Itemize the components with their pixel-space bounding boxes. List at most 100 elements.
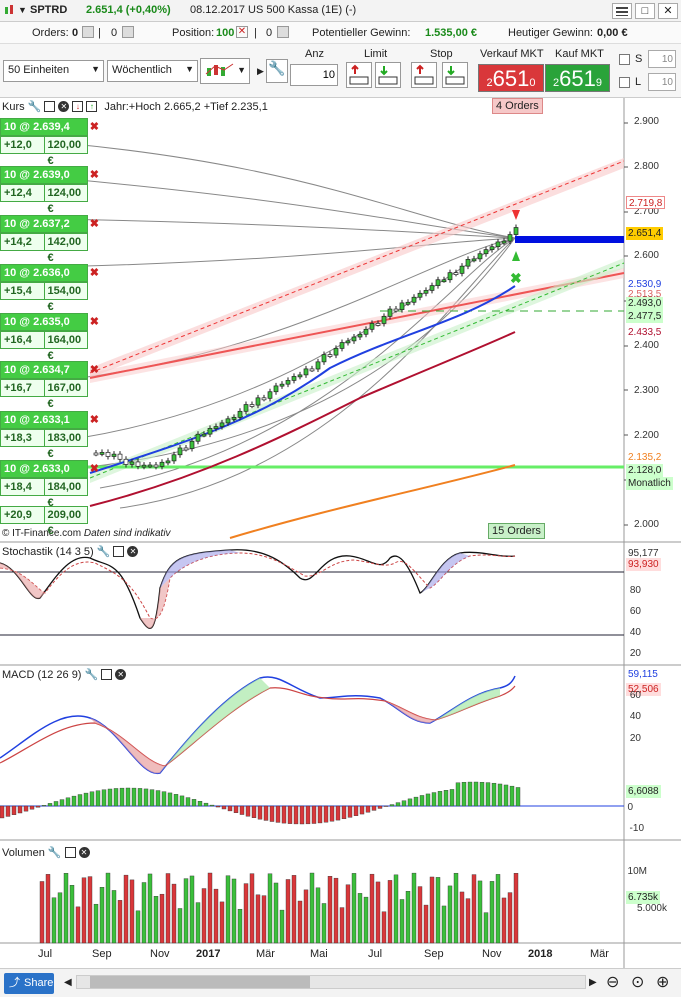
ma-red[interactable]: [89, 331, 516, 507]
candle[interactable]: [447, 269, 453, 283]
s-checkbox[interactable]: [619, 54, 630, 65]
current-price-bar[interactable]: [515, 236, 624, 243]
close-icon[interactable]: ✕: [127, 546, 139, 557]
order-label[interactable]: 10 @ 2.635,0 ✖: [0, 313, 99, 331]
order-item[interactable]: 10 @ 2.639,0 ✖ +12,4 124,00 €: [0, 166, 99, 215]
wrench-icon[interactable]: 🔧: [27, 101, 42, 113]
close-icon[interactable]: ✕: [58, 101, 70, 112]
candle[interactable]: [225, 415, 231, 426]
candle[interactable]: [255, 394, 261, 409]
candle[interactable]: [369, 320, 375, 333]
symbol-dropdown-icon[interactable]: ▼: [18, 5, 27, 15]
close-icon[interactable]: ✖: [89, 169, 99, 181]
order-item[interactable]: 10 @ 2.637,2 ✖ +14,2 142,00 €: [0, 215, 99, 264]
order-label[interactable]: 10 @ 2.633,0 ✖: [0, 460, 99, 478]
wrench-icon[interactable]: 🔧: [47, 847, 62, 859]
candle[interactable]: [291, 373, 297, 384]
candle[interactable]: [453, 269, 459, 277]
candle[interactable]: [111, 451, 117, 460]
candle[interactable]: [303, 365, 309, 378]
candle[interactable]: [219, 419, 225, 430]
close-button[interactable]: ✕: [658, 3, 678, 19]
wrench-icon[interactable]: 🔧: [96, 546, 111, 558]
candle[interactable]: [477, 250, 483, 262]
limit-sell-button[interactable]: [346, 62, 372, 88]
close-icon[interactable]: ✖: [89, 364, 99, 376]
candle[interactable]: [375, 320, 381, 327]
stop-sell-button[interactable]: [411, 62, 437, 88]
candle[interactable]: [117, 451, 123, 463]
candle[interactable]: [237, 408, 243, 421]
candle[interactable]: [495, 238, 501, 250]
candle[interactable]: [387, 306, 393, 320]
interval-select[interactable]: Wöchentlich ▼: [107, 60, 198, 82]
macd-histogram[interactable]: [0, 781, 521, 825]
order-label[interactable]: 10 @ 2.634,7 ✖: [0, 361, 99, 379]
candle[interactable]: [501, 238, 507, 245]
candle[interactable]: [393, 306, 399, 313]
candle[interactable]: [309, 365, 315, 373]
bottom-orders-badge[interactable]: 15 Orders: [488, 523, 545, 539]
candle[interactable]: [99, 449, 105, 457]
order-item[interactable]: 10 @ 2.634,7 ✖ +16,7 167,00 €: [0, 361, 99, 410]
order-item[interactable]: 10 @ 2.633,0 ✖ +18,4 184,00 €: [0, 460, 99, 509]
candle[interactable]: [489, 243, 495, 253]
position-close-icon[interactable]: ✕: [236, 26, 248, 38]
zoom-out-icon[interactable]: ⊖: [606, 974, 620, 991]
scroll-right-icon[interactable]: ▶: [589, 977, 597, 988]
maximize-icon[interactable]: [64, 847, 76, 858]
tools-button[interactable]: 🔧: [266, 59, 288, 83]
close-icon[interactable]: ✖: [89, 218, 99, 230]
anz-input[interactable]: [290, 64, 338, 86]
candle[interactable]: [123, 456, 129, 468]
order-item-last[interactable]: +20,9 209,00 €: [0, 506, 88, 537]
sell-button[interactable]: 26510: [478, 64, 544, 92]
down-arrow-icon[interactable]: ↓: [72, 101, 84, 112]
orders-detail-icon[interactable]: [122, 26, 134, 38]
candle[interactable]: [183, 444, 189, 452]
candle[interactable]: [507, 231, 513, 245]
candle[interactable]: [231, 414, 237, 422]
candle[interactable]: [357, 331, 363, 341]
units-select[interactable]: 50 Einheiten ▼: [3, 60, 104, 82]
order-label[interactable]: 10 @ 2.637,2 ✖: [0, 215, 99, 233]
top-orders-badge[interactable]: 4 Orders: [492, 98, 543, 114]
scroll-left-icon[interactable]: ◀: [64, 977, 72, 988]
candle[interactable]: [165, 457, 171, 466]
candle[interactable]: [261, 394, 267, 402]
candle[interactable]: [147, 461, 153, 469]
order-item[interactable]: 10 @ 2.636,0 ✖ +15,4 154,00 €: [0, 264, 99, 313]
order-label[interactable]: 10 @ 2.639,0 ✖: [0, 166, 99, 184]
candle[interactable]: [471, 255, 477, 263]
candle[interactable]: [399, 299, 405, 313]
close-icon[interactable]: ✖: [89, 316, 99, 328]
maximize-icon[interactable]: [113, 546, 125, 557]
candle[interactable]: [483, 246, 489, 257]
candle[interactable]: [177, 444, 183, 458]
close-icon[interactable]: ✖: [89, 267, 99, 279]
wrench-icon[interactable]: 🔧: [84, 669, 99, 681]
share-button[interactable]: ⤴ Share: [4, 973, 54, 994]
position-detail-icon[interactable]: [277, 26, 289, 38]
volume-bars[interactable]: [39, 872, 519, 944]
symbol-label[interactable]: SPTRD: [30, 4, 68, 16]
candle[interactable]: [195, 431, 201, 445]
candle[interactable]: [189, 438, 195, 452]
order-label[interactable]: 10 @ 2.633,1 ✖: [0, 411, 99, 429]
stoch-d-line[interactable]: [0, 552, 516, 620]
order-item[interactable]: 10 @ 2.639,4 ✖ +12,0 120,00 €: [0, 118, 99, 167]
lower-channel-line[interactable]: [89, 262, 625, 479]
l-input[interactable]: [648, 73, 676, 91]
settings-button[interactable]: [612, 3, 632, 19]
close-icon[interactable]: ✕: [78, 847, 90, 858]
candle[interactable]: [351, 334, 357, 344]
candle[interactable]: [429, 282, 435, 294]
candle[interactable]: [171, 451, 177, 464]
upper-channel-line[interactable]: [89, 160, 625, 374]
candle[interactable]: [297, 371, 303, 380]
close-icon[interactable]: ✖: [89, 463, 99, 475]
candle[interactable]: [135, 458, 141, 470]
order-item[interactable]: 10 @ 2.635,0 ✖ +16,4 164,00 €: [0, 313, 99, 362]
orders-cancel-icon[interactable]: [82, 26, 94, 38]
candle[interactable]: [273, 382, 279, 395]
